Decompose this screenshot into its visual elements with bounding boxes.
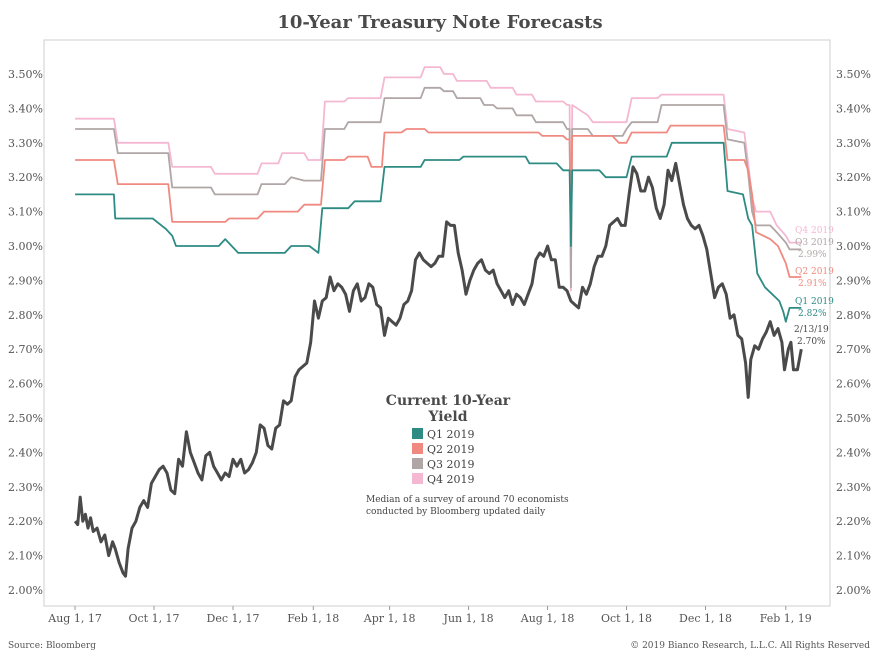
end-label-q2-value: 2.91% xyxy=(798,279,827,289)
y-tick-label-right: 3.00% xyxy=(836,240,871,253)
x-axis: Aug 1, 17 Oct 1, 17 Dec 1, 17 Feb 1, 18 Apr … xyxy=(47,606,812,625)
survey-note-line1: Median of a survey of around 70 economis… xyxy=(366,495,569,505)
y-tick-label-left: 2.60% xyxy=(8,378,43,391)
end-label-q1-value: 2.82% xyxy=(798,309,827,319)
end-label-q1-name: Q1 2019 xyxy=(795,297,834,307)
series-line-q3 xyxy=(75,86,802,289)
y-tick-label-right: 2.70% xyxy=(836,343,871,356)
x-tick-label: Oct 1, 18 xyxy=(601,612,652,625)
x-tick-label: Aug 1, 17 xyxy=(47,612,102,625)
y-tick-label-right: 3.20% xyxy=(836,171,871,184)
y-tick-label-right: 2.60% xyxy=(836,378,871,391)
y-tick-label-left: 2.10% xyxy=(8,550,43,563)
legend-label-q3: Q3 2019 xyxy=(427,458,475,471)
series-line-q2 xyxy=(75,124,802,278)
x-tick-label: Dec 1, 18 xyxy=(679,612,732,625)
y-tick-label-left: 3.40% xyxy=(8,102,43,115)
y-tick-label-right: 2.90% xyxy=(836,274,871,287)
legend-swatch-q3 xyxy=(412,458,423,469)
y-tick-label-left: 3.10% xyxy=(8,206,43,219)
y-tick-label-right: 3.50% xyxy=(836,68,871,81)
y-tick-label-left: 2.50% xyxy=(8,412,43,425)
legend-title-line2: Yield xyxy=(427,409,467,425)
source-note: Source: Bloomberg xyxy=(8,641,96,651)
legend: Current 10-Year Yield Q1 2019 Q2 2019 Q3… xyxy=(386,393,511,486)
survey-note-line2: conducted by Bloomberg updated daily xyxy=(366,507,546,517)
series-line-current xyxy=(73,161,803,578)
y-tick-label-left: 2.00% xyxy=(8,584,43,597)
x-tick-label: Dec 1, 17 xyxy=(207,612,260,625)
x-tick-label: Oct 1, 17 xyxy=(128,612,179,625)
y-tick-label-left: 3.00% xyxy=(8,240,43,253)
y-tick-label-right: 3.10% xyxy=(836,206,871,219)
legend-label-q4: Q4 2019 xyxy=(427,473,475,486)
y-tick-label-right: 3.30% xyxy=(836,137,871,150)
y-tick-label-right: 2.40% xyxy=(836,446,871,459)
legend-title-line1: Current 10-Year xyxy=(386,393,511,409)
copyright-note: © 2019 Bianco Research, L.L.C. All Right… xyxy=(630,641,870,651)
y-tick-label-right: 2.00% xyxy=(836,584,871,597)
y-tick-label-left: 3.20% xyxy=(8,171,43,184)
y-axis-right: 3.50% 3.40% 3.30% 3.20% 3.10% 3.00% 2.90% 2.80%… xyxy=(836,68,871,597)
end-label-q4-name: Q4 2019 xyxy=(795,226,834,236)
end-label-current-value: 2.70% xyxy=(797,337,826,347)
y-tick-label-left: 2.20% xyxy=(8,515,43,528)
y-tick-label-left: 2.80% xyxy=(8,309,43,322)
y-tick-label-right: 2.20% xyxy=(836,515,871,528)
y-tick-label-left: 2.70% xyxy=(8,343,43,356)
y-axis-left: 3.50% 3.40% 3.30% 3.20% 3.10% 3.00% 2.90% 2.80%… xyxy=(8,68,43,597)
legend-swatch-q4 xyxy=(412,473,423,484)
x-tick-label: Aug 1, 18 xyxy=(520,612,575,625)
plot-frame xyxy=(43,39,831,607)
y-tick-label-right: 2.10% xyxy=(836,550,871,563)
y-tick-label-left: 2.30% xyxy=(8,481,43,494)
series-lines xyxy=(73,66,803,578)
legend-swatch-q2 xyxy=(412,443,423,454)
y-tick-label-right: 2.50% xyxy=(836,412,871,425)
x-tick-label: Jun 1, 18 xyxy=(443,612,494,625)
y-tick-label-left: 2.40% xyxy=(8,446,43,459)
chart-title: 10-Year Treasury Note Forecasts xyxy=(277,12,602,33)
end-label-current-date: 2/13/19 xyxy=(794,325,829,335)
legend-label-q1: Q1 2019 xyxy=(427,428,475,441)
x-tick-label: Feb 1, 18 xyxy=(287,612,339,625)
y-tick-label-left: 3.50% xyxy=(8,68,43,81)
y-tick-label-right: 2.30% xyxy=(836,481,871,494)
legend-swatch-q1 xyxy=(412,428,423,439)
x-tick-label: Apr 1, 18 xyxy=(363,612,416,625)
legend-label-q2: Q2 2019 xyxy=(427,443,475,456)
y-tick-label-right: 2.80% xyxy=(836,309,871,322)
end-label-q2-name: Q2 2019 xyxy=(795,267,834,277)
x-tick-label: Feb 1, 19 xyxy=(760,612,812,625)
end-label-q3-name: Q3 2019 xyxy=(795,238,834,248)
y-tick-label-left: 2.90% xyxy=(8,274,43,287)
y-tick-label-right: 3.40% xyxy=(836,102,871,115)
series-line-q1 xyxy=(75,141,802,323)
y-tick-label-left: 3.30% xyxy=(8,137,43,150)
series-line-q4 xyxy=(75,66,802,292)
end-labels: Q4 2019 Q3 2019 2.99% Q2 2019 2.91% Q1 2… xyxy=(794,226,834,347)
end-label-q3-value: 2.99% xyxy=(798,250,827,260)
